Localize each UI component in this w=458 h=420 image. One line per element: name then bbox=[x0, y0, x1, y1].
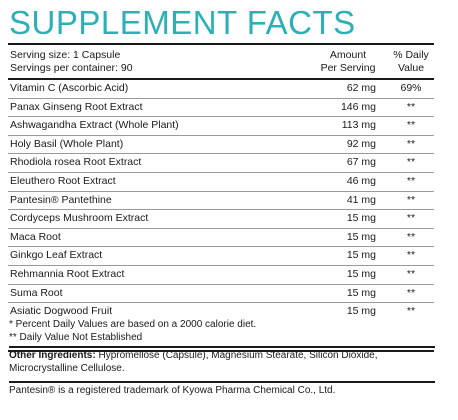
table-row: Vitamin C (Ascorbic Acid) 62 mg 69% bbox=[8, 80, 434, 99]
ingredient-dv: ** bbox=[406, 230, 416, 243]
facts-rows: Vitamin C (Ascorbic Acid) 62 mg 69% Panax … bbox=[8, 80, 434, 321]
ingredient-name: Ginkgo Leaf Extract bbox=[10, 249, 103, 262]
dv-header-line1: % Daily bbox=[393, 49, 429, 61]
ingredient-dv: ** bbox=[406, 193, 416, 206]
servings-per-container: Servings per container: 90 bbox=[10, 62, 133, 74]
ingredient-dv: ** bbox=[406, 156, 416, 169]
ingredient-dv: ** bbox=[406, 249, 416, 262]
ingredient-amount: 15 mg bbox=[346, 286, 376, 299]
ingredient-dv: ** bbox=[406, 119, 416, 132]
table-row: Ashwagandha Extract (Whole Plant) 113 mg *… bbox=[8, 117, 434, 136]
serving-size: Serving size: 1 Capsule bbox=[10, 49, 121, 61]
table-row: Ginkgo Leaf Extract 15 mg ** bbox=[8, 247, 434, 266]
ingredient-name: Ashwagandha Extract (Whole Plant) bbox=[10, 119, 179, 132]
ingredient-name: Rehmannia Root Extract bbox=[10, 267, 125, 280]
ingredient-dv: ** bbox=[406, 100, 416, 113]
ingredient-dv: ** bbox=[406, 174, 416, 187]
ingredient-amount: 15 mg bbox=[346, 249, 376, 262]
ingredient-dv: ** bbox=[406, 212, 416, 225]
ingredient-name: Vitamin C (Ascorbic Acid) bbox=[10, 82, 129, 94]
ingredient-name: Cordyceps Mushroom Extract bbox=[10, 212, 149, 225]
table-row: Asiatic Dogwood Fruit 15 mg ** bbox=[8, 303, 434, 321]
dv-not-established-footnote: ** Daily Value Not Established bbox=[9, 331, 143, 343]
table-row: Eleuthero Root Extract 46 mg ** bbox=[8, 173, 434, 192]
ingredient-name: Rhodiola rosea Root Extract bbox=[10, 156, 142, 169]
ingredient-amount: 146 mg bbox=[340, 100, 376, 113]
table-row: Rehmannia Root Extract 15 mg ** bbox=[8, 266, 434, 285]
table-row: Maca Root 15 mg ** bbox=[8, 229, 434, 248]
ingredient-amount: 67 mg bbox=[346, 156, 376, 169]
ingredient-name: Suma Root bbox=[10, 286, 63, 299]
other-ingredients-label: Other Ingredients: bbox=[9, 350, 96, 361]
serving-info: Serving size: 1 Capsule Servings per con… bbox=[10, 49, 133, 75]
ingredient-amount: 15 mg bbox=[346, 212, 376, 225]
page-title: SUPPLEMENT FACTS bbox=[9, 4, 356, 41]
table-row: Pantesin® Pantethine 41 mg ** bbox=[8, 192, 434, 211]
daily-value-column-header: % Daily Value bbox=[388, 49, 434, 75]
other-ingredients-text: Hypromellose (Capsule), Magnesium Steara… bbox=[9, 350, 378, 374]
ingredient-amount: 15 mg bbox=[346, 267, 376, 280]
facts-header: Serving size: 1 Capsule Servings per con… bbox=[8, 45, 434, 80]
ingredient-amount: 113 mg bbox=[341, 119, 376, 132]
ingredient-name: Pantesin® Pantethine bbox=[10, 193, 112, 206]
supplement-facts-panel: Serving size: 1 Capsule Servings per con… bbox=[8, 43, 434, 352]
ingredient-amount: 15 mg bbox=[346, 305, 376, 318]
dv-header-line2: Value bbox=[397, 62, 425, 74]
footnotes: * Percent Daily Values are based on a 20… bbox=[9, 319, 449, 398]
ingredient-amount: 62 mg bbox=[346, 82, 376, 94]
ingredient-name: Eleuthero Root Extract bbox=[10, 174, 116, 187]
table-row: Rhodiola rosea Root Extract 67 mg ** bbox=[8, 154, 434, 173]
ingredient-amount: 15 mg bbox=[346, 230, 376, 243]
ingredient-dv: ** bbox=[406, 137, 416, 150]
ingredient-dv: ** bbox=[406, 267, 416, 280]
trademark-note: Pantesin® is a registered trademark of K… bbox=[9, 385, 336, 396]
table-row: Suma Root 15 mg ** bbox=[8, 285, 434, 304]
ingredient-name: Maca Root bbox=[10, 230, 61, 243]
ingredient-amount: 46 mg bbox=[346, 174, 376, 187]
ingredient-amount: 92 mg bbox=[346, 137, 376, 150]
table-row: Holy Basil (Whole Plant) 92 mg ** bbox=[8, 136, 434, 155]
ingredient-name: Asiatic Dogwood Fruit bbox=[10, 305, 113, 318]
percent-dv-footnote: * Percent Daily Values are based on a 20… bbox=[9, 319, 257, 330]
table-row: Cordyceps Mushroom Extract 15 mg ** bbox=[8, 210, 434, 229]
ingredient-name: Panax Ginseng Root Extract bbox=[10, 100, 143, 113]
ingredient-amount: 41 mg bbox=[346, 193, 376, 206]
ingredient-dv: 69% bbox=[400, 82, 422, 94]
other-ingredients: Other Ingredients: Hypromellose (Capsule… bbox=[9, 350, 449, 375]
ingredient-dv: ** bbox=[406, 305, 416, 318]
divider bbox=[9, 381, 435, 383]
table-row: Panax Ginseng Root Extract 146 mg ** bbox=[8, 99, 434, 118]
ingredient-name: Holy Basil (Whole Plant) bbox=[10, 137, 124, 150]
amount-header-line2: Per Serving bbox=[320, 62, 376, 74]
amount-header-line1: Amount bbox=[329, 49, 367, 61]
amount-column-header: Amount Per Serving bbox=[308, 49, 388, 75]
divider bbox=[9, 346, 435, 348]
ingredient-dv: ** bbox=[406, 286, 416, 299]
